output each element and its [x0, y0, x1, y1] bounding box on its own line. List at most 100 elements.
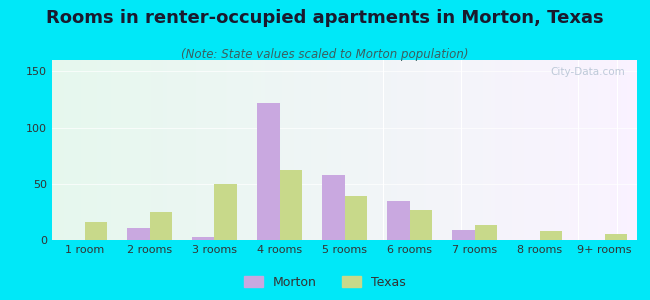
Bar	[64, 60, 66, 240]
Bar	[616, 60, 618, 240]
Bar	[72, 60, 73, 240]
Bar	[491, 60, 493, 240]
Bar	[405, 60, 407, 240]
Bar	[380, 60, 382, 240]
Bar	[146, 60, 148, 240]
Bar	[578, 60, 580, 240]
Bar	[192, 60, 194, 240]
Bar	[322, 175, 344, 240]
Bar	[130, 60, 132, 240]
Bar	[495, 60, 497, 240]
Bar	[99, 60, 101, 240]
Bar	[190, 60, 192, 240]
Bar	[224, 60, 226, 240]
Bar	[621, 60, 623, 240]
Bar	[306, 60, 307, 240]
Bar	[341, 60, 343, 240]
Bar	[118, 60, 120, 240]
Bar	[384, 60, 385, 240]
Bar	[397, 60, 399, 240]
Bar	[282, 60, 284, 240]
Bar	[138, 60, 140, 240]
Bar	[294, 60, 296, 240]
Bar	[317, 60, 319, 240]
Bar	[257, 60, 259, 240]
Bar	[504, 60, 506, 240]
Bar	[555, 60, 557, 240]
Bar	[563, 60, 565, 240]
Bar	[446, 60, 448, 240]
Bar	[229, 60, 231, 240]
Bar	[202, 60, 204, 240]
Bar	[148, 60, 150, 240]
Bar	[196, 60, 198, 240]
Bar	[493, 60, 495, 240]
Bar	[226, 60, 227, 240]
Bar	[600, 60, 602, 240]
Bar	[577, 60, 578, 240]
Bar	[510, 60, 512, 240]
Bar	[68, 60, 70, 240]
Bar	[502, 60, 504, 240]
Bar	[272, 60, 274, 240]
Bar	[625, 60, 627, 240]
Bar	[323, 60, 325, 240]
Bar	[561, 60, 563, 240]
Bar	[633, 60, 635, 240]
Bar	[454, 60, 456, 240]
Bar	[309, 60, 311, 240]
Bar	[602, 60, 604, 240]
Bar	[60, 60, 62, 240]
Bar	[368, 60, 370, 240]
Bar	[239, 60, 241, 240]
Bar	[278, 60, 280, 240]
Bar	[344, 196, 367, 240]
Bar	[450, 60, 452, 240]
Bar	[571, 60, 573, 240]
Bar	[506, 60, 508, 240]
Bar	[387, 60, 389, 240]
Bar	[438, 60, 440, 240]
Bar	[227, 60, 229, 240]
Bar	[444, 60, 446, 240]
Bar	[302, 60, 304, 240]
Bar	[304, 60, 306, 240]
Bar	[551, 60, 553, 240]
Bar	[629, 60, 631, 240]
Bar	[403, 60, 405, 240]
Bar	[541, 60, 543, 240]
Bar	[85, 60, 87, 240]
Bar	[321, 60, 323, 240]
Bar	[592, 60, 594, 240]
Bar	[565, 60, 567, 240]
Bar	[79, 60, 81, 240]
Bar	[163, 60, 165, 240]
Bar	[530, 60, 532, 240]
Bar	[557, 60, 559, 240]
Bar	[109, 60, 111, 240]
Bar	[112, 60, 114, 240]
Bar	[426, 60, 428, 240]
Bar	[610, 60, 612, 240]
Bar	[84, 222, 107, 240]
Bar	[534, 60, 536, 240]
Bar	[436, 60, 438, 240]
Bar	[136, 60, 138, 240]
Bar	[161, 60, 163, 240]
Bar	[477, 60, 479, 240]
Bar	[586, 60, 588, 240]
Bar	[366, 60, 368, 240]
Bar	[151, 60, 153, 240]
Bar	[635, 60, 637, 240]
Bar	[327, 60, 329, 240]
Bar	[378, 60, 380, 240]
Bar	[192, 237, 215, 240]
Bar	[216, 60, 218, 240]
Bar	[385, 60, 387, 240]
Bar	[132, 60, 134, 240]
Bar	[214, 60, 216, 240]
Bar	[280, 170, 302, 240]
Bar	[266, 60, 268, 240]
Bar	[150, 212, 172, 240]
Bar	[126, 60, 128, 240]
